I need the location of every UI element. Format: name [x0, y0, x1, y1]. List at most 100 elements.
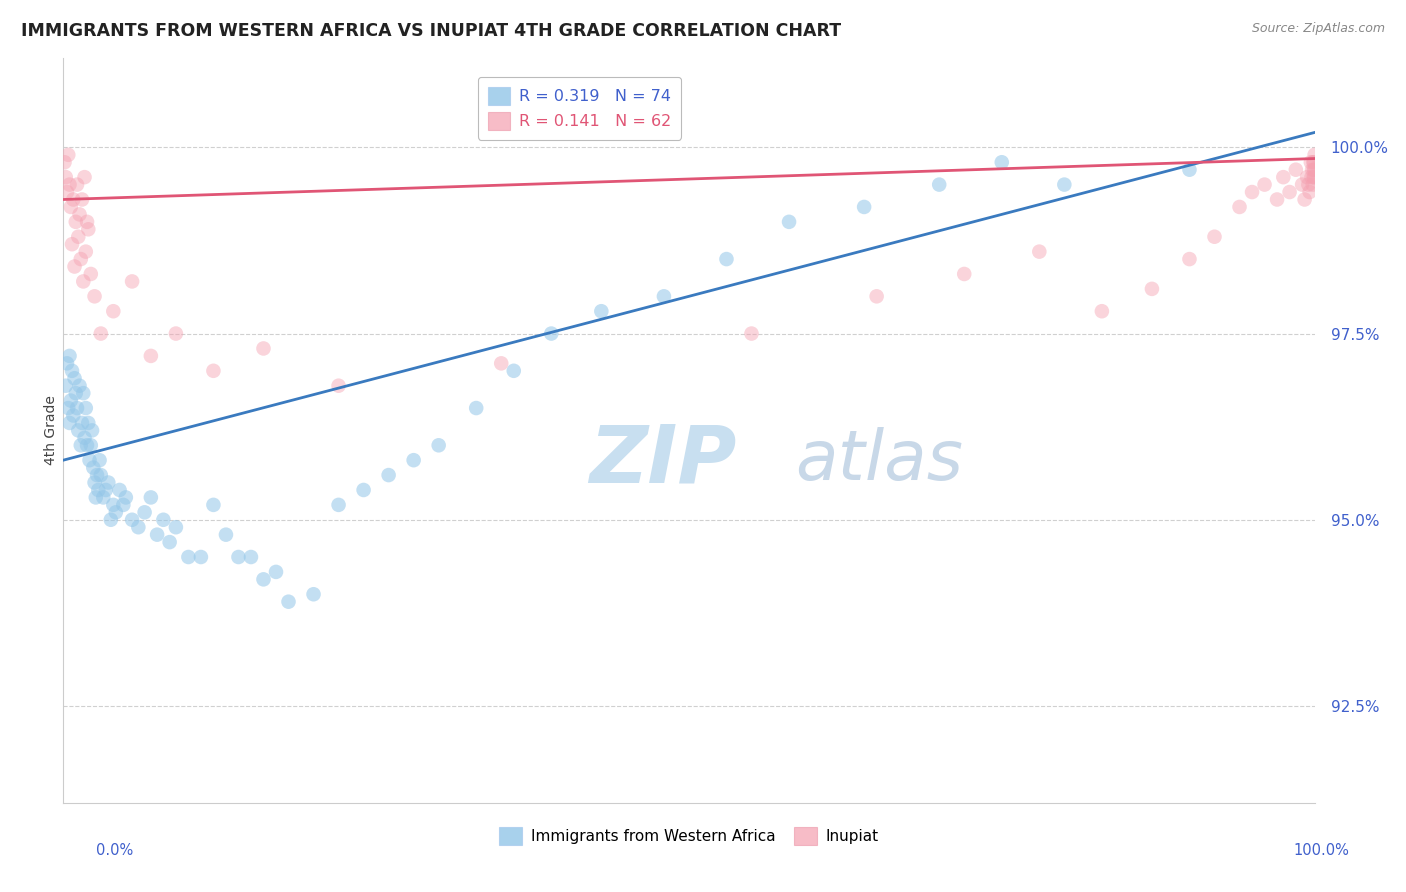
Point	[104, 505, 127, 519]
Point	[73, 170, 96, 185]
Point	[353, 483, 375, 497]
Point	[65, 215, 87, 229]
Point	[84, 491, 107, 505]
Point	[1204, 229, 1226, 244]
Point	[80, 438, 103, 452]
Point	[67, 424, 90, 438]
Point	[134, 505, 156, 519]
Point	[139, 491, 162, 505]
Point	[115, 491, 138, 505]
Point	[1053, 178, 1076, 192]
Point	[62, 193, 84, 207]
Point	[1301, 170, 1323, 185]
Point	[991, 155, 1014, 169]
Point	[1303, 170, 1326, 185]
Point	[55, 378, 77, 392]
Point	[1301, 162, 1323, 177]
Point	[1241, 185, 1264, 199]
Point	[1299, 155, 1322, 169]
Point	[89, 453, 111, 467]
Point	[58, 401, 80, 415]
Point	[121, 513, 143, 527]
Point	[853, 200, 876, 214]
Point	[94, 483, 117, 497]
Point	[75, 401, 97, 415]
Point	[83, 289, 105, 303]
Point	[328, 378, 350, 392]
Point	[1272, 170, 1295, 185]
Point	[58, 148, 80, 162]
Point	[1302, 178, 1324, 192]
Point	[80, 424, 103, 438]
Point	[108, 483, 131, 497]
Point	[66, 401, 89, 415]
Point	[1298, 185, 1320, 199]
Point	[427, 438, 450, 452]
Point	[716, 252, 738, 266]
Point	[1278, 185, 1301, 199]
Point	[63, 371, 86, 385]
Point	[103, 498, 125, 512]
Point	[177, 549, 200, 564]
Point	[53, 155, 76, 169]
Point	[100, 513, 122, 527]
Point	[202, 364, 225, 378]
Text: 0.0%: 0.0%	[96, 843, 132, 858]
Point	[90, 326, 112, 341]
Point	[778, 215, 800, 229]
Point	[59, 393, 82, 408]
Point	[866, 289, 889, 303]
Point	[90, 468, 112, 483]
Point	[56, 185, 79, 199]
Point	[87, 483, 110, 497]
Point	[97, 475, 120, 490]
Point	[76, 215, 98, 229]
Point	[56, 356, 79, 370]
Point	[928, 178, 950, 192]
Point	[86, 468, 108, 483]
Point	[69, 207, 91, 221]
Point	[190, 549, 212, 564]
Point	[73, 431, 96, 445]
Point	[83, 475, 105, 490]
Point	[58, 178, 80, 192]
Point	[58, 349, 80, 363]
Point	[402, 453, 425, 467]
Point	[77, 222, 100, 236]
Point	[159, 535, 181, 549]
Point	[66, 178, 89, 192]
Point	[121, 275, 143, 289]
Point	[165, 326, 187, 341]
Point	[202, 498, 225, 512]
Point	[60, 237, 83, 252]
Point	[1265, 193, 1288, 207]
Point	[1285, 162, 1308, 177]
Y-axis label: 4th Grade: 4th Grade	[44, 395, 58, 466]
Point	[240, 549, 263, 564]
Point	[1253, 178, 1275, 192]
Point	[652, 289, 675, 303]
Point	[252, 573, 274, 587]
Point	[328, 498, 350, 512]
Point	[1298, 178, 1320, 192]
Point	[69, 438, 91, 452]
Point	[69, 378, 91, 392]
Point	[58, 416, 80, 430]
Point	[77, 416, 100, 430]
Point	[1091, 304, 1114, 318]
Point	[80, 267, 103, 281]
Text: 100.0%: 100.0%	[1294, 843, 1350, 858]
Point	[465, 401, 488, 415]
Point	[228, 549, 250, 564]
Point	[277, 595, 299, 609]
Point	[146, 527, 169, 541]
Point	[1303, 155, 1326, 169]
Point	[139, 349, 162, 363]
Point	[1140, 282, 1163, 296]
Point	[540, 326, 562, 341]
Point	[72, 386, 94, 401]
Point	[1302, 155, 1324, 169]
Point	[91, 491, 114, 505]
Point	[1294, 193, 1316, 207]
Point	[591, 304, 613, 318]
